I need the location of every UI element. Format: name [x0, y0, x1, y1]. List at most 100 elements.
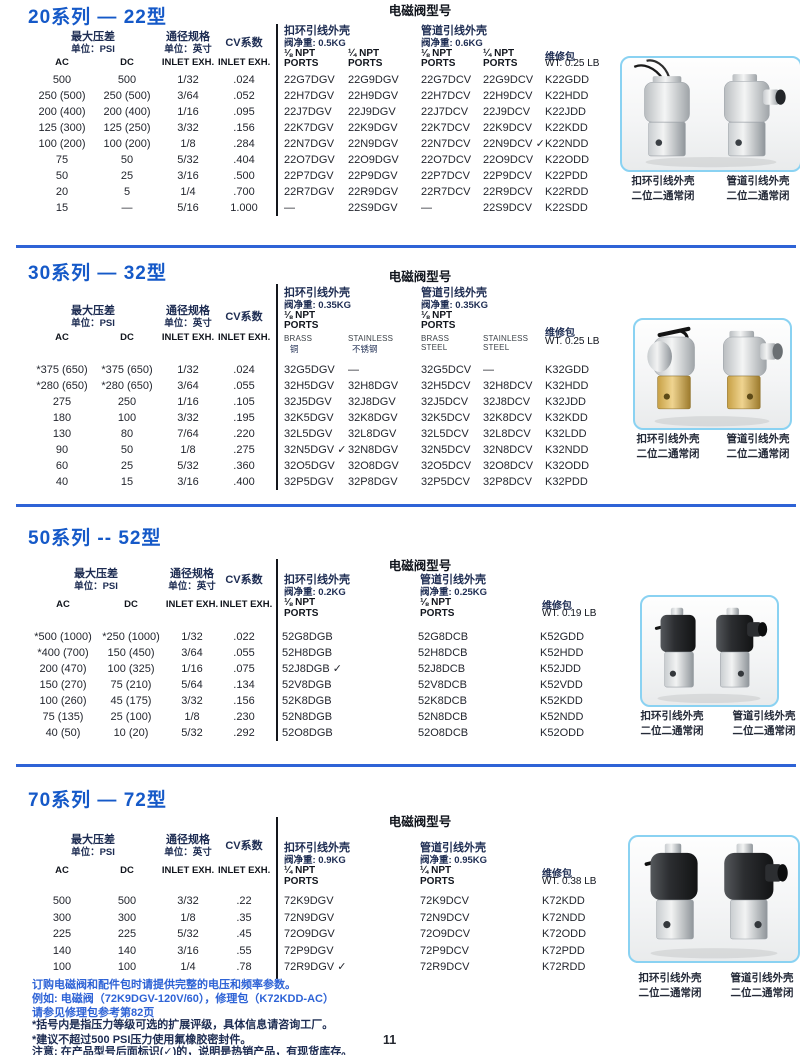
- table-cell: *280 (650): [101, 380, 153, 392]
- table-row: 40 (50) 10 (20) 5/32 .292 52O8DGB 52O8DCB K52O…: [28, 725, 596, 741]
- table-cell: 22G7DGV: [284, 74, 335, 86]
- table-cell: K52JDD: [540, 663, 581, 675]
- table-cell: 200 (470): [39, 663, 87, 675]
- valve-photo-box: [620, 56, 800, 172]
- table-cell: K72KDD: [542, 895, 585, 907]
- table-cell: K32LDD: [545, 428, 587, 440]
- table-cell: 125 (300): [38, 122, 86, 134]
- col-header-max-pressure: 最大压差: [74, 568, 118, 580]
- table-cell: 32G5DCV: [421, 364, 472, 376]
- table-cell: K22RDD: [545, 186, 589, 198]
- section-separator: [16, 764, 796, 767]
- table-cell: K52VDD: [540, 679, 583, 691]
- table-cell: 20: [55, 186, 69, 198]
- table-cell: 5/32: [181, 727, 203, 739]
- table-cell: 75 (210): [110, 679, 152, 691]
- npt-size-header: ¼ NPT: [483, 48, 515, 59]
- valve-illustration: [644, 843, 788, 959]
- table-cell: 1/8: [180, 138, 196, 150]
- valve-net-weight: 阀净重: 0.6KG: [421, 38, 483, 49]
- table-cell: 5/32: [177, 928, 199, 940]
- table-cell: 32N5DGV ✓: [284, 444, 347, 456]
- valve-net-weight: 阀净重: 0.25KG: [420, 587, 488, 598]
- material-header-steel: STEEL: [421, 343, 448, 352]
- table-cell: 125 (250): [103, 122, 151, 134]
- table-cell: 25: [120, 170, 134, 182]
- table-cell: 100 (260): [39, 695, 87, 707]
- table-cell: 40 (50): [45, 727, 81, 739]
- npt-size-header: ¼ NPT: [284, 865, 316, 876]
- valve-photo-box: [628, 835, 800, 963]
- table-divider: [276, 817, 278, 979]
- table-cell: 22S9DCV: [483, 202, 532, 214]
- table-cell: K52GDD: [540, 631, 585, 643]
- table-cell: K52ODD: [540, 727, 585, 739]
- table-cell: 22N9DGV: [348, 138, 399, 150]
- solenoid-model-heading: 电磁阀型号: [388, 270, 452, 284]
- npt-size-header: ⅛ NPT: [284, 48, 316, 59]
- col-header-port-size: 通径规格: [166, 834, 210, 846]
- table-row: 100 (260) 45 (175) 3/32 .156 52K8DGB 52K8DCB K…: [28, 693, 596, 709]
- table-cell: 75: [55, 154, 69, 166]
- table-cell: 32L5DGV: [284, 428, 333, 440]
- table-cell: 22N7DCV: [421, 138, 471, 150]
- table-row: 500 500 3/32 .22 72K9DGV 72K9DCV K72KDD: [28, 893, 598, 910]
- table-divider: [276, 559, 278, 741]
- table-row: 180 100 3/32 .195 32K5DGV 32K8DGV 32K5DCV 32K8D…: [28, 410, 601, 426]
- table-cell: 52O8DCB: [418, 727, 469, 739]
- npt-size-header: ⅛ NPT: [284, 310, 316, 321]
- table-row: 20 5 1/4 .700 22R7DGV 22R9DGV 22R7DCV 22R9DCV K2…: [28, 184, 601, 200]
- table-cell: 32L8DGV: [348, 428, 397, 440]
- table-cell: .220: [233, 428, 255, 440]
- table-cell: .45: [236, 928, 252, 940]
- ports-header: PORTS: [284, 608, 319, 619]
- valve-photo-box: [633, 318, 792, 430]
- table-cell: 3/32: [177, 412, 199, 424]
- table-cell: 100: [117, 961, 137, 973]
- table-cell: 1/32: [177, 364, 199, 376]
- table-cell: .400: [233, 476, 255, 488]
- table-cell: .024: [233, 74, 255, 86]
- col-header-max-pressure: 最大压差: [71, 31, 115, 43]
- table-cell: 22K9DGV: [348, 122, 398, 134]
- table-cell: 10 (20): [113, 727, 149, 739]
- table-cell: 225: [52, 928, 72, 940]
- table-cell: .055: [233, 380, 255, 392]
- ports-header: PORTS: [420, 608, 455, 619]
- table-cell: .195: [233, 412, 255, 424]
- table-cell: 22R7DCV: [421, 186, 471, 198]
- caption-line: 二位二通常闭: [726, 448, 790, 460]
- table-row: 15 — 5/16 1.000 — 22S9DGV — 22S9DCV K22SDD: [28, 200, 601, 216]
- table-cell: —: [121, 202, 133, 214]
- valve-net-weight: 阀净重: 0.2KG: [284, 587, 346, 598]
- repair-kit-reference: 请参见修理包参考第82页: [32, 1007, 155, 1019]
- table-cell: .404: [233, 154, 255, 166]
- table-cell: 200 (400): [38, 106, 86, 118]
- table-cell: 32N5DCV: [421, 444, 471, 456]
- table-row: *400 (700) 150 (450) 3/64 .055 52H8DGB 52H8DC…: [28, 645, 596, 661]
- table-cell: 32G5DGV: [284, 364, 335, 376]
- col-header-inlet-exh: INLET EXH.: [161, 332, 215, 343]
- col-header-unit-inch: 单位：英寸: [164, 318, 212, 329]
- table-cell: K52KDD: [540, 695, 583, 707]
- section-20-series: 电磁阀型号 20系列 — 22型 最大压差 单位：PSI 通径规格 单位：英寸 …: [0, 0, 800, 247]
- table-cell: K22JDD: [545, 106, 586, 118]
- caption-line: 二位二通常闭: [631, 190, 695, 202]
- caption-line: 管道引线外壳: [730, 972, 794, 984]
- table-cell: 25: [120, 460, 134, 472]
- photo-caption-right: 管道引线外壳 二位二通常闭: [713, 432, 800, 462]
- table-cell: 52N8DCB: [418, 711, 468, 723]
- table-cell: 52K8DGB: [282, 695, 332, 707]
- table-cell: 32O8DGV: [348, 460, 399, 472]
- photo-caption-right: 管道引线外壳 二位二通常闭: [720, 709, 800, 739]
- col-header-inlet-exh: INLET EXH.: [220, 599, 273, 610]
- table-row: 100 (200) 100 (200) 1/8 .284 22N7DGV 22N9DGV 2…: [28, 136, 601, 152]
- col-header-ac: AC: [55, 332, 69, 343]
- section-30-series: 30系列 — 32型 电磁阀型号 最大压差 单位：PSI 通径规格 单位：英寸 …: [0, 248, 800, 506]
- caption-line: 扣环引线外壳: [638, 972, 702, 984]
- table-cell: 22J9DGV: [348, 106, 396, 118]
- table-cell: 5/32: [177, 154, 199, 166]
- table-cell: .134: [233, 679, 255, 691]
- section-title: 50系列 -- 52型: [28, 528, 162, 549]
- ports-header: PORTS: [421, 320, 456, 331]
